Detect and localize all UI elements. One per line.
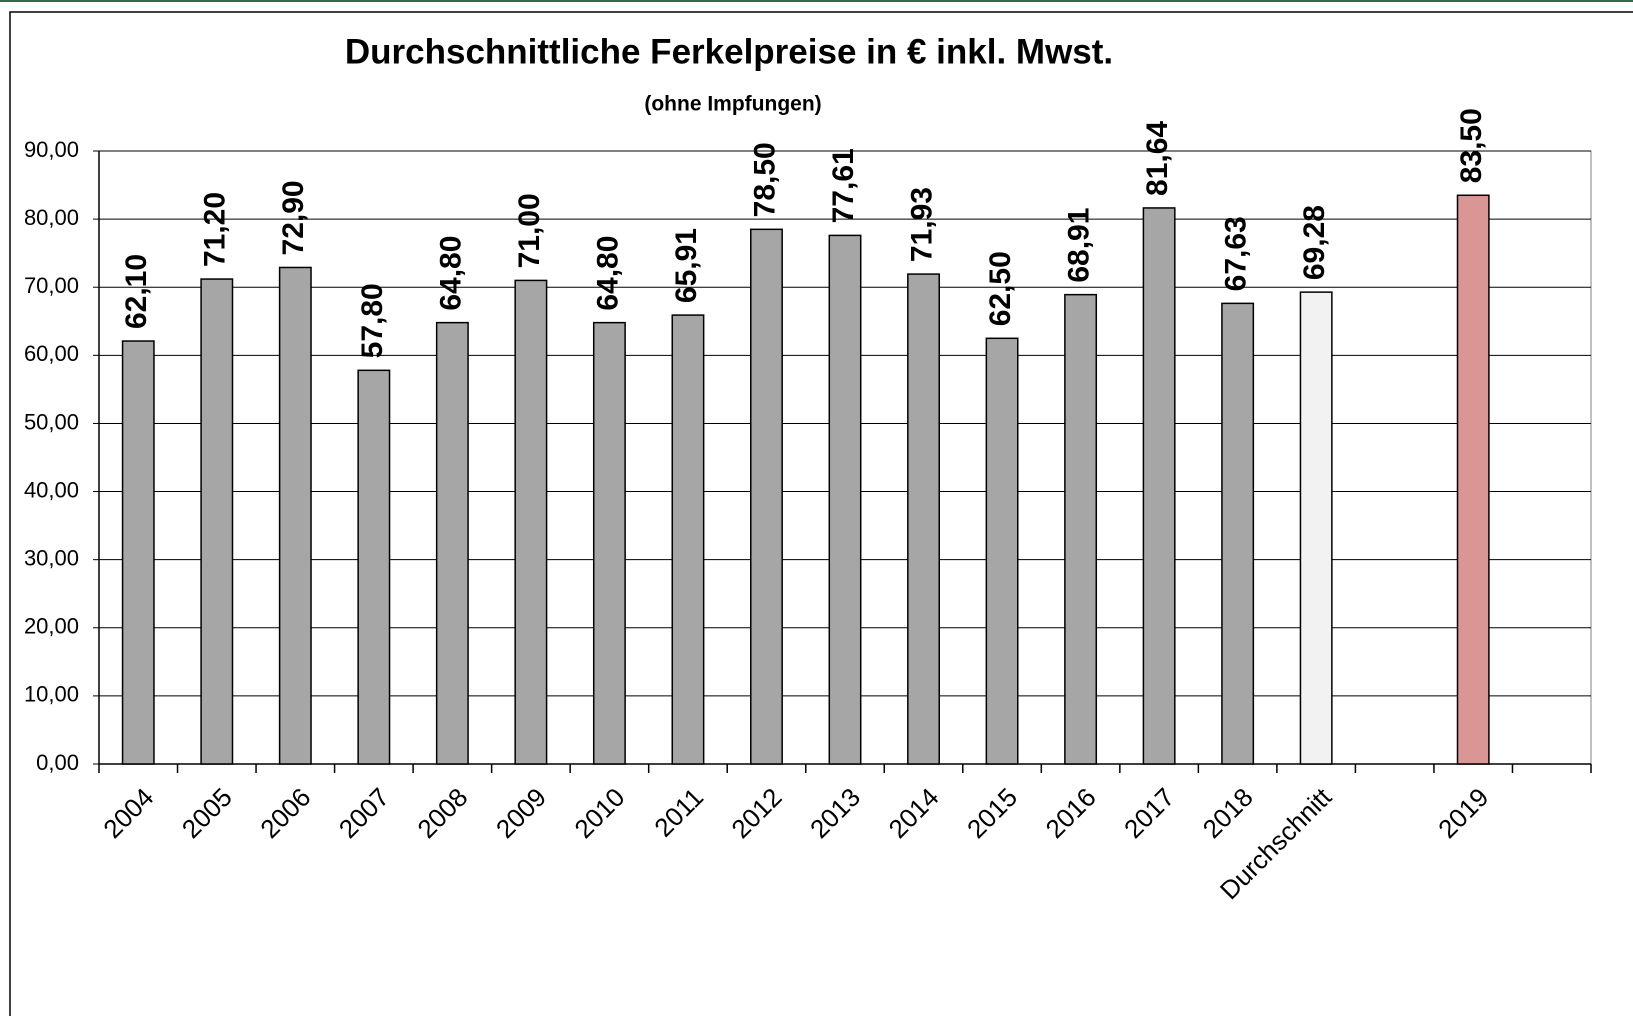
value-label: 68,91 bbox=[1063, 208, 1096, 283]
bar bbox=[985, 337, 1019, 765]
bar bbox=[750, 228, 783, 765]
value-label: 62,50 bbox=[984, 251, 1017, 326]
value-label: 67,63 bbox=[1220, 216, 1253, 291]
bar bbox=[200, 278, 234, 765]
bar bbox=[592, 321, 626, 765]
y-tick-label: 70,00 bbox=[24, 273, 79, 298]
value-label: 71,20 bbox=[199, 192, 232, 267]
y-tick-label: 50,00 bbox=[24, 409, 79, 434]
y-tick-label: 30,00 bbox=[24, 545, 79, 570]
value-label: 57,80 bbox=[356, 283, 389, 358]
chart-frame bbox=[9, 11, 1633, 1016]
bar bbox=[1142, 207, 1176, 765]
value-label: 64,80 bbox=[434, 236, 467, 311]
value-label: 62,10 bbox=[120, 254, 153, 329]
bar bbox=[278, 266, 312, 765]
y-tick-label: 0,00 bbox=[36, 750, 79, 775]
value-label: 77,61 bbox=[827, 148, 860, 223]
y-tick-label: 90,00 bbox=[24, 137, 79, 162]
bar bbox=[514, 279, 548, 765]
value-label: 71,93 bbox=[905, 187, 938, 262]
bar bbox=[828, 234, 862, 765]
y-tick-label: 80,00 bbox=[24, 205, 79, 230]
bar bbox=[121, 340, 155, 765]
bar bbox=[1456, 194, 1490, 765]
bar bbox=[671, 314, 705, 765]
value-label: 65,91 bbox=[670, 228, 703, 303]
y-tick-label: 10,00 bbox=[24, 682, 79, 707]
value-label: 72,90 bbox=[277, 180, 310, 255]
value-label: 71,00 bbox=[513, 193, 546, 268]
y-tick-label: 20,00 bbox=[24, 614, 79, 639]
value-label: 83,50 bbox=[1455, 108, 1488, 183]
bar bbox=[907, 273, 940, 765]
chart-subtitle: (ohne Impfungen) bbox=[644, 93, 821, 116]
bar bbox=[1221, 302, 1255, 765]
bar bbox=[435, 321, 469, 765]
y-tick-label: 60,00 bbox=[24, 341, 79, 366]
chart-title: Durchschnittliche Ferkelpreise in € inkl… bbox=[345, 32, 1113, 71]
value-label: 69,28 bbox=[1298, 205, 1331, 280]
y-tick-label: 40,00 bbox=[24, 477, 79, 502]
bar bbox=[357, 369, 391, 765]
value-label: 64,80 bbox=[591, 236, 624, 311]
value-label: 78,50 bbox=[748, 142, 781, 217]
bar bbox=[1299, 291, 1333, 765]
bar bbox=[1064, 293, 1098, 765]
value-label: 81,64 bbox=[1141, 121, 1174, 196]
